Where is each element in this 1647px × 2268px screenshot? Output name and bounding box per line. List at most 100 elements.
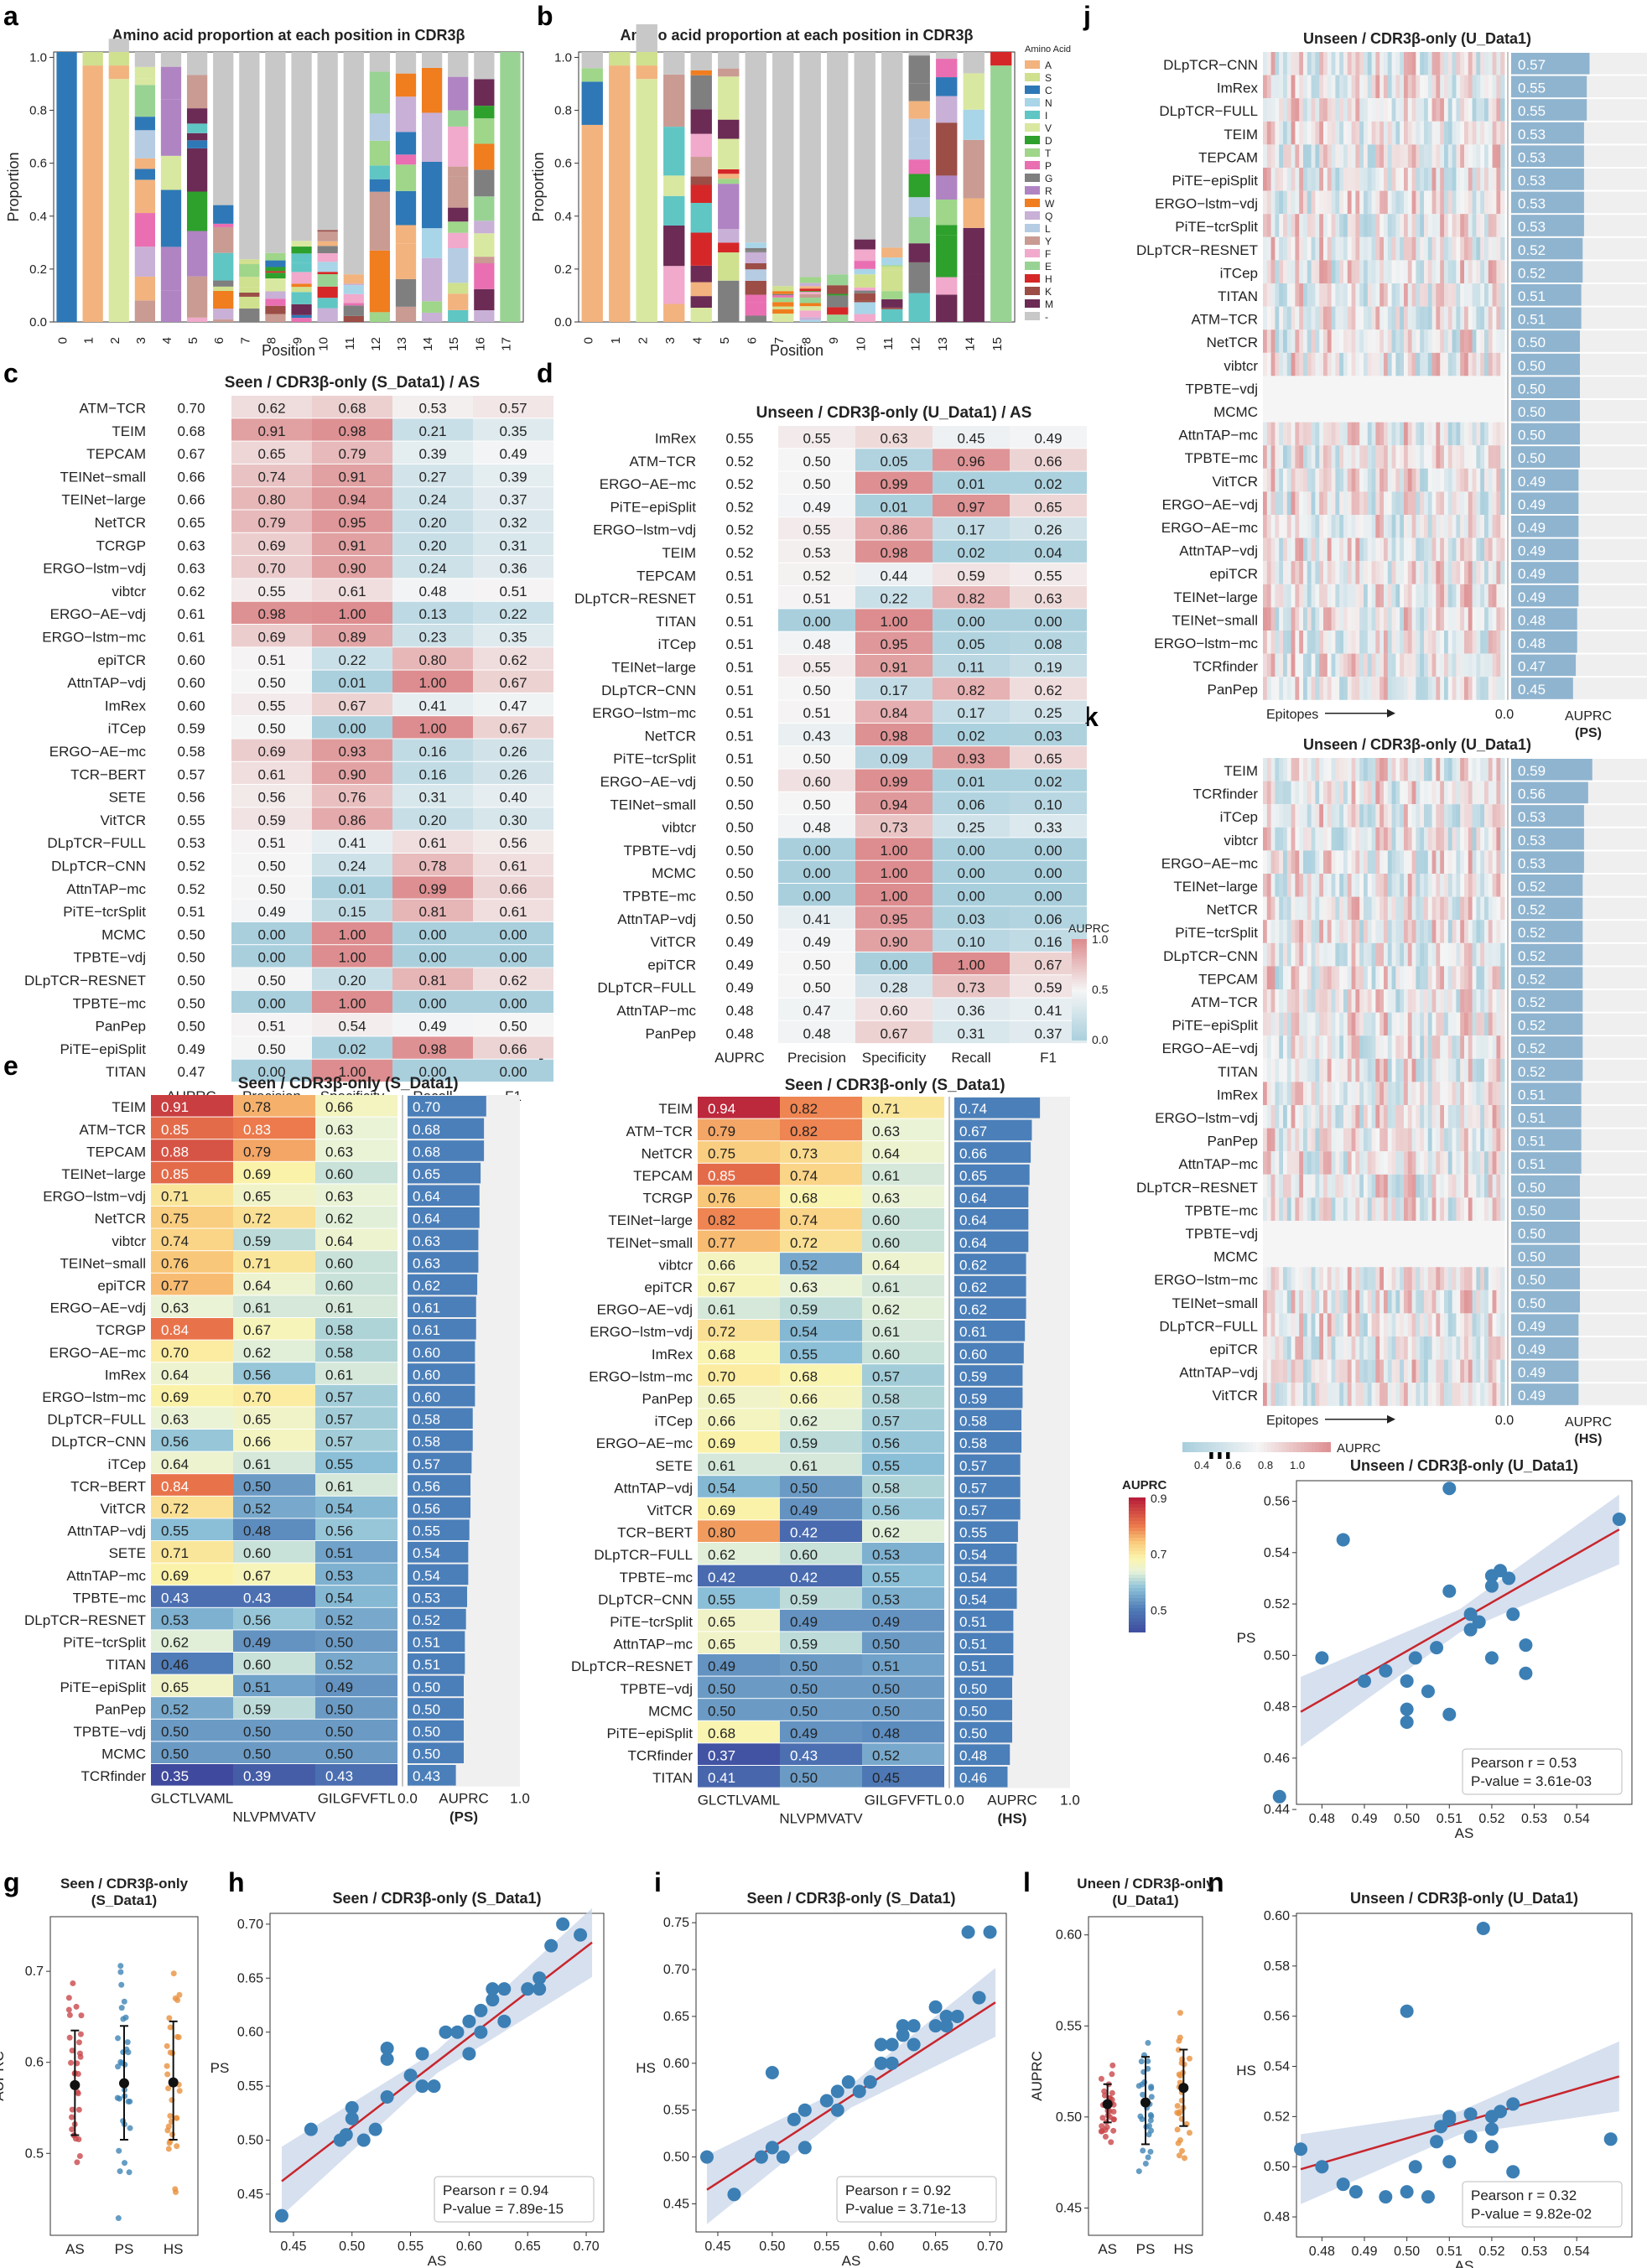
heat-k-cell [1375, 1174, 1380, 1198]
stack-b-seg [745, 252, 766, 263]
heat-k-cell [1452, 896, 1457, 921]
heat-k-cell [1387, 804, 1393, 828]
heat-j-cell [1270, 52, 1276, 75]
heat-k-cell [1331, 1105, 1336, 1129]
heat-j-cell [1404, 468, 1409, 492]
heat-j-bar-value: 0.48 [1518, 612, 1546, 628]
epi-f-cell-value: 0.43 [790, 1748, 818, 1764]
heat-k-cell [1436, 1221, 1441, 1244]
heat-j-cell [1456, 445, 1461, 469]
table-c-cell [473, 396, 553, 418]
heat-j-cell [1315, 515, 1320, 538]
heat-j-cell [1391, 214, 1396, 237]
heat-j-cell [1319, 75, 1324, 99]
table-d-cell [701, 723, 778, 746]
stack-a-seg [369, 140, 391, 166]
heat-k-cell [1416, 1267, 1421, 1290]
aa-legend-swatch [1025, 249, 1040, 257]
stack-a-seg [395, 278, 417, 307]
heat-k-cell [1384, 1151, 1389, 1175]
heat-k-cell [1436, 1174, 1441, 1198]
heat-j-cell [1371, 515, 1376, 538]
table-d-cell-value: 0.65 [1034, 751, 1062, 767]
stack-b-seg [772, 314, 794, 322]
table-d-cell-value: 0.17 [880, 682, 907, 698]
heat-k-cell [1400, 1197, 1405, 1221]
table-c-cell-value: 0.89 [338, 629, 366, 645]
epi-f-bar-value: 0.46 [959, 1770, 987, 1786]
heat-k-cell [1395, 1105, 1400, 1129]
heat-j-cell [1444, 537, 1449, 562]
heat-k-cell [1359, 874, 1364, 897]
heat-j-cell [1319, 330, 1324, 353]
heat-j-cell [1444, 445, 1449, 469]
heat-k-row-label: PiTE−epiSplit [1172, 1018, 1258, 1034]
heat-j-cell [1427, 631, 1433, 654]
heat-j-cell [1351, 584, 1356, 608]
heat-j-cell [1351, 144, 1356, 168]
heat-j-cell [1468, 584, 1473, 608]
epi-f-cell-value: 0.57 [872, 1368, 900, 1384]
table-d-cell [778, 494, 855, 517]
heat-j-bar-value: 0.50 [1518, 404, 1546, 420]
cbar-d-tick: 0.5 [1092, 983, 1109, 996]
heat-j-cell [1407, 52, 1413, 75]
stack-b-xtick-label: 8 [799, 337, 813, 344]
table-c-cell [231, 693, 312, 716]
heat-j-cell [1468, 631, 1473, 654]
heat-k-cell [1323, 989, 1328, 1013]
heat-k-cell [1286, 1243, 1292, 1268]
heat-k-cell [1367, 989, 1373, 1013]
heat-k-cell [1283, 758, 1288, 781]
heat-k-cell [1476, 920, 1481, 943]
table-c-cell-value: 0.91 [338, 469, 366, 485]
epi-f-bar-value: 0.64 [959, 1191, 987, 1207]
epi-f-row-label: iTCep [655, 1414, 693, 1430]
stack-a-ylabel: Proportion [5, 152, 22, 221]
heat-j-cell [1355, 445, 1360, 469]
heat-j-cell [1331, 98, 1336, 122]
heat-j-cell [1275, 144, 1280, 168]
heat-j-cell [1440, 144, 1445, 168]
heat-j-cell [1440, 677, 1445, 700]
heat-k-cell [1371, 966, 1376, 989]
heat-k-cell [1311, 1267, 1316, 1290]
table-c-cell-value: 0.30 [499, 812, 527, 828]
heat-k-cell [1400, 804, 1405, 828]
heat-k-cell [1404, 989, 1409, 1013]
heat-j-cell [1420, 121, 1425, 145]
heat-j-cell [1275, 330, 1280, 353]
heat-k-cell [1404, 804, 1409, 828]
stack-b-xtick-label: 10 [854, 337, 868, 351]
stack-b-seg [881, 291, 903, 299]
table-d-row-label: MCMC [652, 865, 696, 881]
heat-j-cell [1427, 677, 1433, 700]
epi-e-bar-value: 0.60 [413, 1345, 440, 1361]
heat-j-cell [1452, 631, 1457, 654]
epi-f-cell-value: 0.45 [872, 1770, 900, 1786]
heat-j-cell [1315, 468, 1320, 492]
heat-j-bar-value: 0.50 [1518, 450, 1546, 466]
heat-j-cell [1420, 52, 1425, 75]
epi-e-row-label: ERGO−AE−vdj [50, 1300, 146, 1316]
stack-b-seg [772, 306, 794, 309]
heat-k-cell [1323, 920, 1328, 943]
stack-b-seg [827, 307, 849, 315]
stack-b-seg [936, 277, 958, 295]
heat-j-cell [1488, 399, 1494, 423]
heat-k-cell [1283, 1035, 1288, 1059]
heat-j-cell [1492, 399, 1497, 423]
stack-b-ylabel: Proportion [530, 152, 547, 221]
heat-k-cell [1416, 1012, 1421, 1036]
heat-j-cell [1444, 52, 1449, 75]
heat-k-cell [1364, 1221, 1369, 1244]
heat-j-cell [1351, 75, 1356, 99]
heat-j-cell [1400, 214, 1405, 237]
aa-legend-swatch [1025, 60, 1040, 69]
epi-f-cell-value: 0.63 [872, 1191, 900, 1207]
heat-k-cell [1447, 1174, 1453, 1198]
heat-j-cell [1275, 561, 1280, 584]
heat-k-cell [1488, 942, 1494, 967]
heat-k-cell [1431, 804, 1437, 828]
stack-a-xtick-label: 5 [186, 337, 200, 344]
